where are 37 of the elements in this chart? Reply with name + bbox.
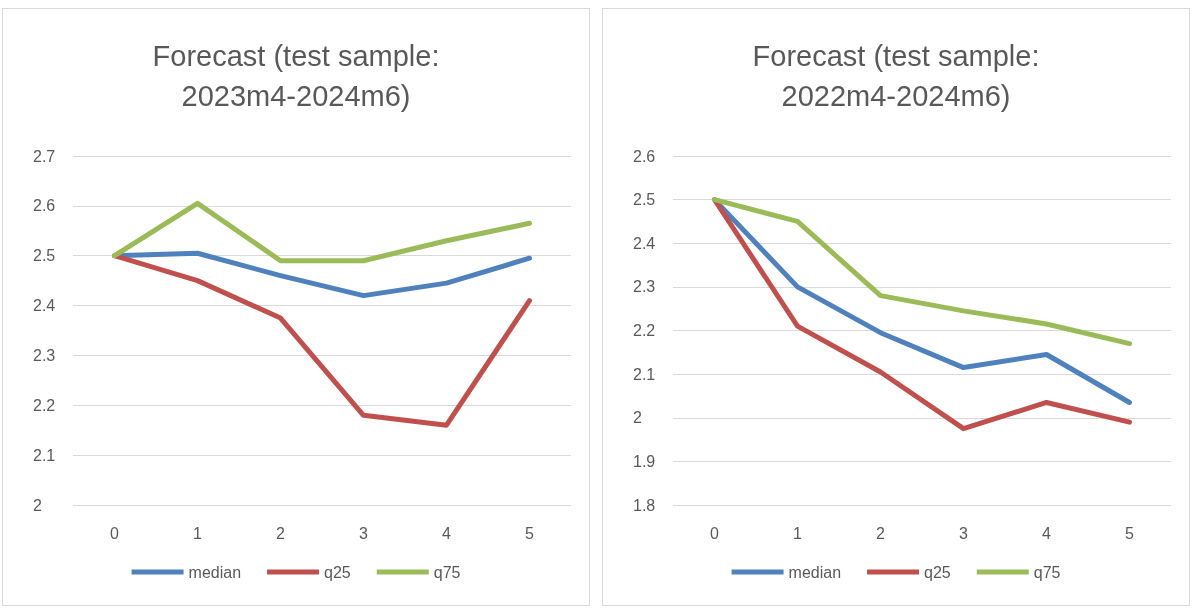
legend-label: median bbox=[788, 563, 842, 581]
chart-title: Forecast (test sample: 2023m4-2024m6) bbox=[152, 40, 440, 112]
x-tick-label: 2 bbox=[276, 524, 286, 542]
y-tick-label: 2 bbox=[633, 409, 642, 427]
x-tick-label: 1 bbox=[193, 524, 203, 542]
x-tick-label: 4 bbox=[442, 524, 452, 542]
y-tick-label: 2.6 bbox=[33, 197, 56, 215]
legend-label: q75 bbox=[433, 563, 461, 581]
x-tick-label: 5 bbox=[1125, 524, 1135, 542]
x-tick-label: 3 bbox=[359, 524, 369, 542]
y-tick-label: 2.7 bbox=[33, 147, 56, 165]
x-tick-label: 4 bbox=[1042, 524, 1052, 542]
y-tick-label: 2.3 bbox=[33, 346, 56, 364]
x-tick-label: 1 bbox=[793, 524, 803, 542]
legend-label: q25 bbox=[924, 563, 951, 581]
y-tick-label: 2.3 bbox=[633, 278, 656, 296]
x-tick-label: 5 bbox=[525, 524, 535, 542]
y-tick-label: 2.2 bbox=[33, 396, 56, 414]
y-tick-label: 2.1 bbox=[633, 365, 656, 383]
x-tick-label: 0 bbox=[110, 524, 120, 542]
x-tick-label: 3 bbox=[959, 524, 969, 542]
y-tick-label: 2.5 bbox=[33, 247, 56, 265]
y-tick-label: 2.4 bbox=[33, 297, 56, 315]
y-tick-label: 2.6 bbox=[633, 147, 656, 165]
chart-title: Forecast (test sample: 2022m4-2024m6) bbox=[752, 40, 1040, 112]
legend-label: q75 bbox=[1033, 563, 1061, 581]
y-tick-label: 1.9 bbox=[633, 452, 656, 470]
y-tick-label: 2.2 bbox=[633, 322, 656, 339]
legend-label: q25 bbox=[324, 563, 351, 581]
y-tick-label: 1.8 bbox=[633, 496, 656, 514]
y-tick-label: 2.4 bbox=[633, 234, 656, 252]
y-tick-label: 2 bbox=[33, 496, 42, 514]
y-tick-label: 2.5 bbox=[633, 191, 656, 209]
legend-label: median bbox=[188, 563, 242, 581]
x-tick-label: 0 bbox=[710, 524, 720, 542]
x-tick-label: 2 bbox=[876, 524, 886, 542]
y-tick-label: 2.1 bbox=[33, 446, 56, 464]
